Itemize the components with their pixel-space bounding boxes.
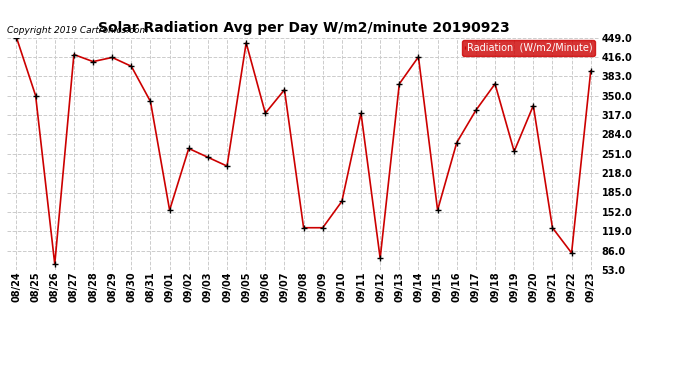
Legend: Radiation  (W/m2/Minute): Radiation (W/m2/Minute) <box>462 40 595 56</box>
Text: Copyright 2019 Cartronics.com: Copyright 2019 Cartronics.com <box>7 26 148 35</box>
Title: Solar Radiation Avg per Day W/m2/minute 20190923: Solar Radiation Avg per Day W/m2/minute … <box>98 21 509 35</box>
